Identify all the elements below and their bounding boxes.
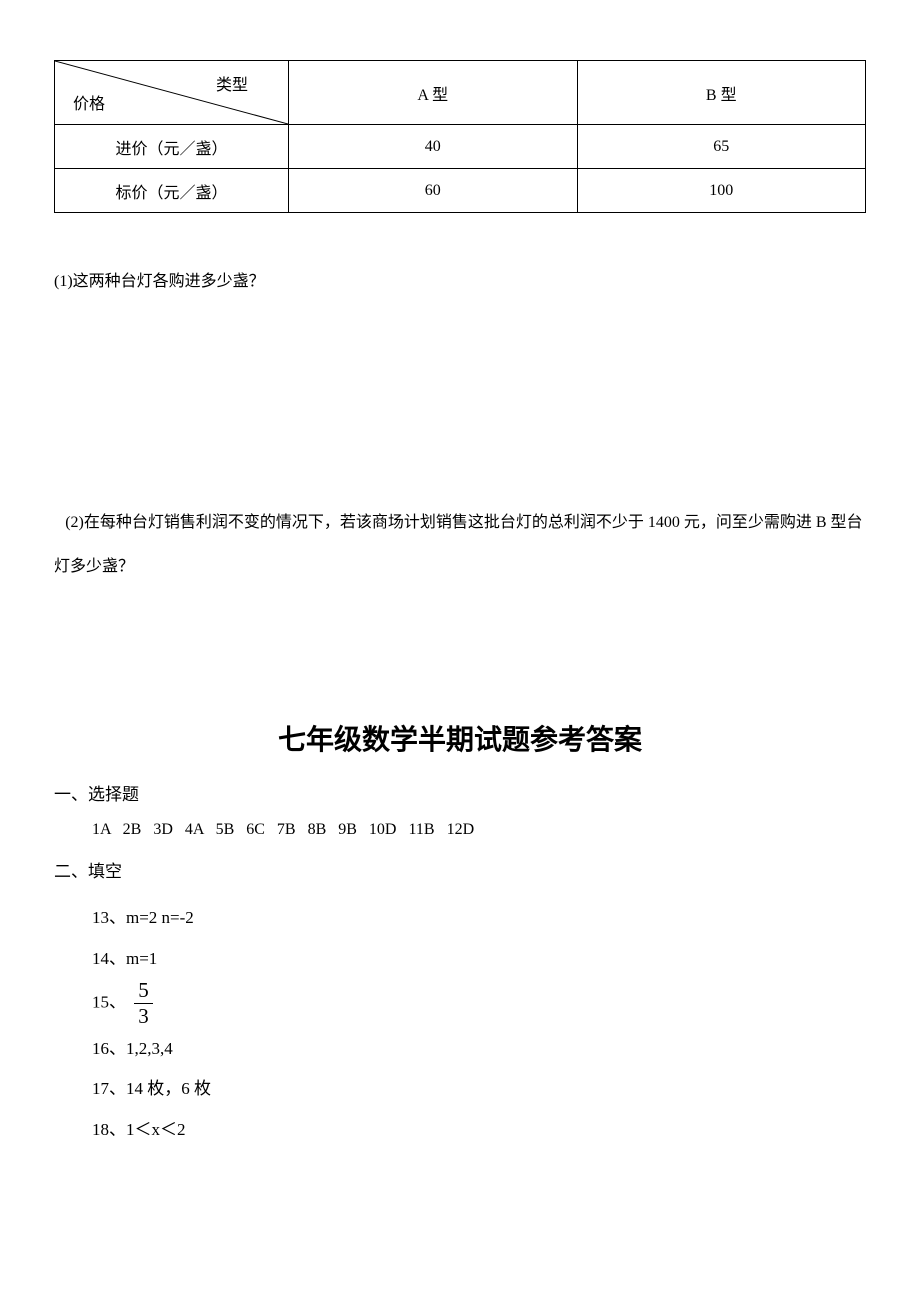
answer-15: 15、 5 3	[54, 979, 866, 1028]
answer-14: 14、m=1	[54, 939, 866, 980]
table-header-row: 类型 价格 A 型 B 型	[55, 61, 866, 125]
answer-15-prefix: 15、	[92, 993, 126, 1012]
cell-value: 40	[289, 125, 578, 169]
answer-18: 18、1＜x＜2	[54, 1110, 866, 1151]
diagonal-header-cell: 类型 价格	[55, 61, 289, 125]
cell-value: 65	[577, 125, 866, 169]
question-2: (2)在每种台灯销售利润不变的情况下，若该商场计划销售这批台灯的总利润不少于 1…	[54, 501, 866, 587]
fraction: 5 3	[134, 979, 153, 1028]
fraction-denominator: 3	[134, 1003, 153, 1028]
question-1: (1)这两种台灯各购进多少盏？	[54, 263, 866, 301]
cell-value: 60	[289, 169, 578, 213]
answer-title: 七年级数学半期试题参考答案	[54, 718, 866, 758]
header-type-label: 类型	[216, 71, 248, 95]
row-label: 标价（元／盏）	[55, 169, 289, 213]
section-2-heading: 二、填空	[54, 857, 866, 882]
fraction-numerator: 5	[134, 979, 153, 1003]
section-1-heading: 一、选择题	[54, 780, 866, 805]
col-header-a: A 型	[289, 61, 578, 125]
row-label: 进价（元／盏）	[55, 125, 289, 169]
answer-13: 13、m=2 n=-2	[54, 898, 866, 939]
answer-17: 17、14 枚，6 枚	[54, 1069, 866, 1110]
pricing-table: 类型 价格 A 型 B 型 进价（元／盏） 40 65 标价（元／盏） 60 1…	[54, 60, 866, 213]
table-row: 标价（元／盏） 60 100	[55, 169, 866, 213]
multiple-choice-answers: 1A 2B 3D 4A 5B 6C 7B 8B 9B 10D 11B 12D	[54, 821, 866, 839]
answer-16: 16、1,2,3,4	[54, 1029, 866, 1070]
answer-13-text: 13、m=2 n=-2	[92, 908, 194, 927]
table-row: 进价（元／盏） 40 65	[55, 125, 866, 169]
col-header-b: B 型	[577, 61, 866, 125]
header-price-label: 价格	[73, 90, 105, 114]
cell-value: 100	[577, 169, 866, 213]
